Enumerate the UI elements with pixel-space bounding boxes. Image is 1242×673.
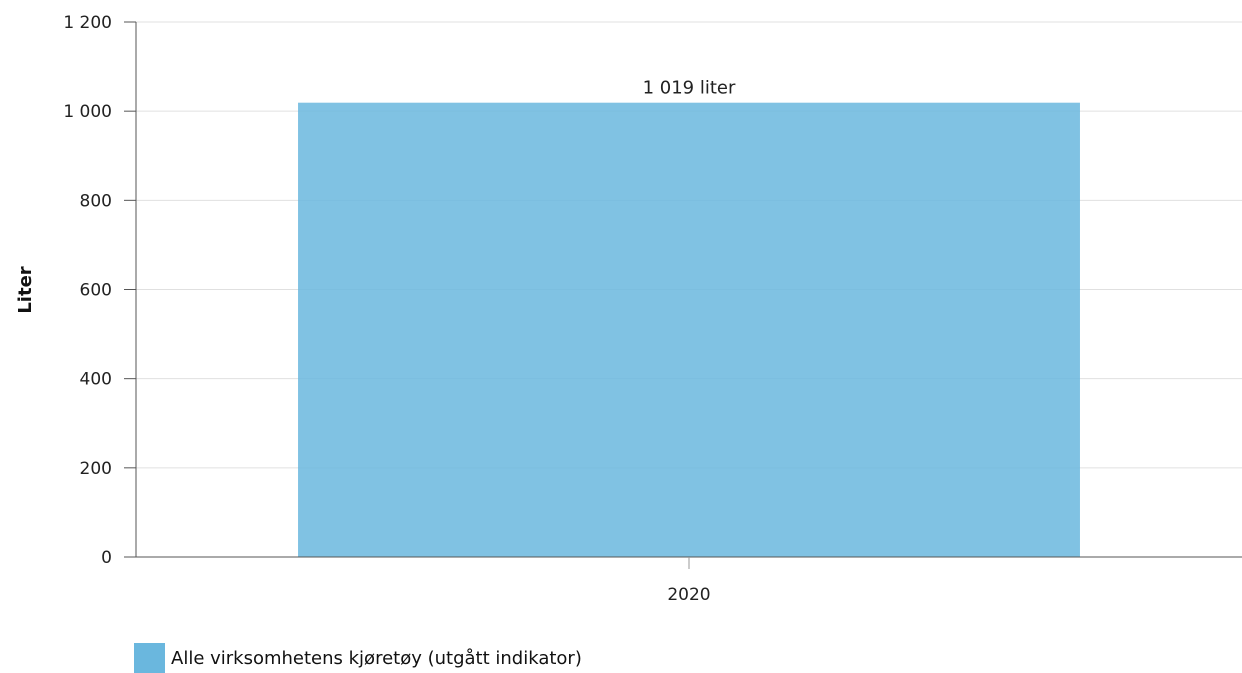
y-tick-label: 1 200 <box>63 13 112 33</box>
y-tick-label: 800 <box>80 191 112 211</box>
x-tick-label: 2020 <box>667 585 710 605</box>
y-tick-labels: 0 200 400 600 800 1 000 1 200 <box>63 13 112 568</box>
x-tick-labels: 2020 <box>667 585 710 605</box>
y-tick-label: 0 <box>101 548 112 568</box>
legend-label: Alle virksomhetens kjøretøy (utgått indi… <box>171 647 582 669</box>
data-labels: 1 019 liter <box>643 78 736 99</box>
y-tick-label: 200 <box>80 459 112 479</box>
bar <box>298 102 1080 557</box>
y-tick-label: 1 000 <box>63 102 112 122</box>
y-axis-title: Liter <box>15 266 36 313</box>
legend-swatch <box>134 643 165 673</box>
y-tick-label: 600 <box>80 281 112 301</box>
legend: Alle virksomhetens kjøretøy (utgått indi… <box>134 643 582 673</box>
y-tick-label: 400 <box>80 370 112 390</box>
bar-data-label: 1 019 liter <box>643 78 736 99</box>
bars <box>298 102 1080 557</box>
